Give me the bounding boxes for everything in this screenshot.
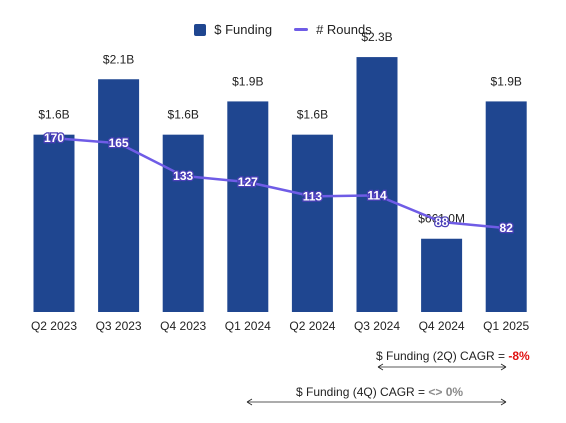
cagr-2q-value: -8% [508,349,530,363]
rounds-point [51,135,57,141]
legend-label-funding: $ Funding [214,22,273,37]
category-label: Q1 2024 [225,319,271,333]
funding-bar-q3-2023 [98,79,140,312]
rounds-point [439,219,445,225]
cagr-4q-value: <> 0% [428,385,463,399]
category-label: Q2 2023 [31,319,77,333]
category-label: Q3 2024 [354,319,400,333]
rounds-data-label: 165 [109,136,129,150]
rounds-point [245,179,251,185]
legend-swatch-rounds [294,28,309,31]
funding-data-label: $1.9B [491,74,522,88]
funding-bar-q2-2023 [33,134,75,312]
funding-bar-q2-2024 [291,134,333,312]
legend-item-rounds: # Rounds [294,22,372,37]
cagr-2q-text: $ Funding (2Q) CAGR = -8% [376,349,530,363]
chart-legend: $ Funding # Rounds [0,22,566,37]
funding-bar-q1-2025 [485,101,527,313]
category-label: Q2 2024 [289,319,335,333]
funding-data-label: $1.6B [38,108,69,122]
rounds-data-label: 113 [303,189,323,203]
rounds-data-label: 133 [173,169,193,183]
funding-bar-q4-2023 [162,134,204,312]
funding-bar-q4-2024 [421,238,463,312]
funding-data-label: $1.6B [297,108,328,122]
rounds-line-layer: 170 165 133 127 113 114 88 82 [43,130,515,237]
rounds-line [53,136,507,230]
rounds-data-label: 114 [367,188,387,202]
cagr-4q-text: $ Funding (4Q) CAGR = <> 0% [296,385,463,399]
rounds-data-label: 170 [44,131,64,145]
category-label: Q1 2025 [483,319,529,333]
cagr-2q-annotation: $ Funding (2Q) CAGR = -8% [376,349,530,371]
legend-swatch-funding [194,23,207,36]
category-label: Q3 2023 [96,319,142,333]
cagr-4q-label: $ Funding (4Q) CAGR = [296,385,428,399]
cagr-2q-arrowheads [377,363,507,371]
rounds-data-label: 127 [238,175,258,189]
funding-data-label: $2.1B [103,52,134,66]
cagr-4q-arrowheads [246,398,507,406]
funding-data-label: $2.3B [361,30,392,44]
rounds-point [309,193,315,199]
funding-bar-q3-2024 [356,57,398,313]
rounds-point [374,192,380,198]
funding-data-label: $1.9B [232,74,263,88]
rounds-point [180,173,186,179]
rounds-data-label: 82 [500,221,514,235]
rounds-data-label: 88 [435,215,449,229]
cagr-2q-label: $ Funding (2Q) CAGR = [376,349,508,363]
legend-item-funding: $ Funding [194,22,272,37]
funding-data-label: $1.6B [168,108,199,122]
category-labels: Q2 2023 Q3 2023 Q4 2023 Q1 2024 Q2 2024 Q3 20… [31,319,530,333]
cagr-4q-annotation: $ Funding (4Q) CAGR = <> 0% [246,385,507,406]
category-label: Q4 2024 [419,319,465,333]
funding-bar-q1-2024 [227,101,269,313]
rounds-point [116,140,122,146]
rounds-point [503,225,509,231]
funding-bar-labels: $1.6B$2.1B$1.6B$1.9B$1.6B$2.3B$661.0M$1.… [38,30,522,226]
funding-bars [33,57,527,313]
category-label: Q4 2023 [160,319,206,333]
legend-label-rounds: # Rounds [316,22,372,37]
